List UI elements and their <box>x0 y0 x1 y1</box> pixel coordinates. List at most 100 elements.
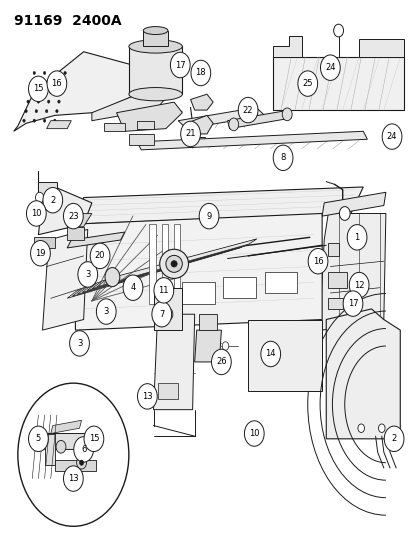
Text: 10: 10 <box>31 209 41 218</box>
Polygon shape <box>116 102 182 131</box>
Circle shape <box>54 71 56 75</box>
Circle shape <box>282 108 292 120</box>
Circle shape <box>342 291 362 317</box>
Circle shape <box>62 81 64 84</box>
Text: 2: 2 <box>391 434 396 443</box>
Circle shape <box>50 91 52 94</box>
Text: 12: 12 <box>353 280 363 289</box>
Polygon shape <box>67 232 124 248</box>
Text: 18: 18 <box>195 68 206 77</box>
Text: 8: 8 <box>280 154 285 163</box>
Polygon shape <box>128 134 153 144</box>
Polygon shape <box>87 240 254 290</box>
Circle shape <box>36 192 44 203</box>
Polygon shape <box>72 242 249 296</box>
Circle shape <box>222 342 228 350</box>
Text: 17: 17 <box>347 299 357 308</box>
Circle shape <box>211 349 231 375</box>
Polygon shape <box>272 57 404 110</box>
Circle shape <box>199 204 218 229</box>
Circle shape <box>137 384 157 409</box>
Polygon shape <box>104 123 124 131</box>
Circle shape <box>33 119 36 122</box>
Polygon shape <box>82 241 252 293</box>
Polygon shape <box>190 94 213 110</box>
Polygon shape <box>182 282 215 304</box>
Text: 13: 13 <box>142 392 152 401</box>
Polygon shape <box>153 314 194 410</box>
Circle shape <box>54 119 56 122</box>
Polygon shape <box>328 243 338 256</box>
Circle shape <box>43 188 62 213</box>
Ellipse shape <box>166 255 182 272</box>
Text: 3: 3 <box>85 270 90 279</box>
Text: 1: 1 <box>354 233 359 242</box>
Text: 15: 15 <box>88 434 99 443</box>
Circle shape <box>320 55 339 80</box>
Text: 24: 24 <box>324 63 335 72</box>
Polygon shape <box>67 214 92 227</box>
Text: 21: 21 <box>185 130 195 139</box>
Polygon shape <box>186 115 213 134</box>
Text: 91169  2400A: 91169 2400A <box>14 13 121 28</box>
Polygon shape <box>75 214 321 330</box>
Circle shape <box>273 145 292 171</box>
Circle shape <box>180 121 200 147</box>
Circle shape <box>84 426 104 451</box>
Circle shape <box>43 71 46 75</box>
Polygon shape <box>319 214 385 330</box>
Text: 2: 2 <box>50 196 55 205</box>
Polygon shape <box>97 239 256 287</box>
Polygon shape <box>325 309 399 439</box>
Text: 4: 4 <box>130 283 135 292</box>
Ellipse shape <box>159 249 188 278</box>
Polygon shape <box>328 272 346 288</box>
Circle shape <box>377 424 384 432</box>
Circle shape <box>43 119 46 122</box>
Circle shape <box>347 224 366 250</box>
Polygon shape <box>75 187 362 224</box>
Ellipse shape <box>143 27 168 35</box>
Circle shape <box>237 98 257 123</box>
Circle shape <box>57 100 60 103</box>
Circle shape <box>45 110 48 113</box>
Text: 15: 15 <box>33 84 43 93</box>
Circle shape <box>244 421 263 446</box>
Circle shape <box>33 71 36 75</box>
Circle shape <box>52 81 54 84</box>
Circle shape <box>152 302 171 327</box>
Circle shape <box>28 426 48 451</box>
Circle shape <box>69 330 89 356</box>
Circle shape <box>47 71 66 96</box>
Text: 5: 5 <box>36 434 41 443</box>
Text: 22: 22 <box>242 106 253 115</box>
Polygon shape <box>223 277 256 298</box>
Circle shape <box>55 110 58 113</box>
Circle shape <box>154 278 173 303</box>
Circle shape <box>339 207 349 220</box>
Polygon shape <box>128 46 182 94</box>
Circle shape <box>90 243 110 269</box>
Ellipse shape <box>171 261 177 267</box>
Circle shape <box>18 383 128 526</box>
Text: 23: 23 <box>68 212 78 221</box>
Polygon shape <box>328 298 342 309</box>
Text: 9: 9 <box>206 212 211 221</box>
Circle shape <box>76 456 86 469</box>
Circle shape <box>79 460 83 465</box>
Circle shape <box>26 201 46 226</box>
Polygon shape <box>321 192 385 216</box>
Polygon shape <box>51 420 81 433</box>
Polygon shape <box>178 108 264 128</box>
Text: 24: 24 <box>386 132 396 141</box>
Circle shape <box>41 81 44 84</box>
Ellipse shape <box>128 40 182 53</box>
Polygon shape <box>34 237 55 248</box>
Polygon shape <box>264 272 297 293</box>
Polygon shape <box>227 110 291 128</box>
Circle shape <box>78 262 97 287</box>
Polygon shape <box>272 36 301 57</box>
Circle shape <box>23 119 25 122</box>
Circle shape <box>357 424 363 432</box>
Text: 14: 14 <box>265 350 275 359</box>
